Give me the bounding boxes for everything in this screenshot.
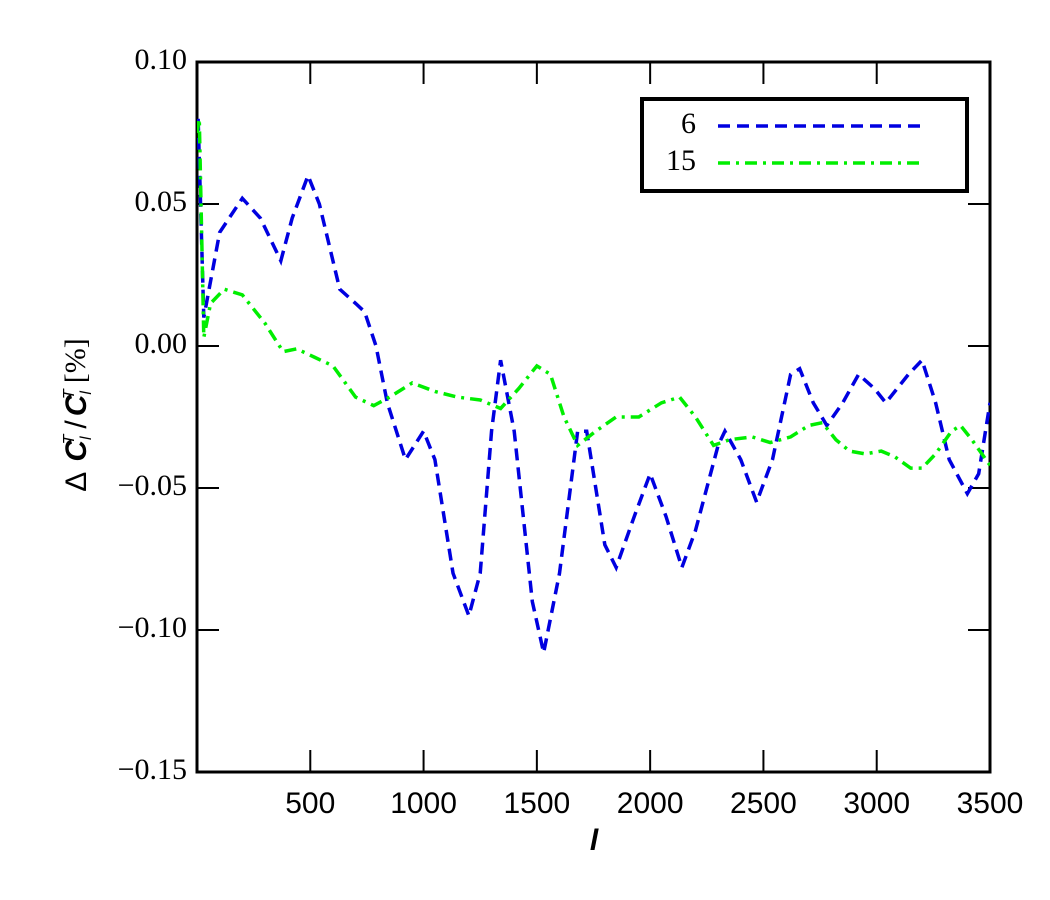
plot-frame <box>195 60 992 774</box>
y-axis-label-part: C <box>60 439 93 462</box>
y-axis-label-part: l <box>78 391 95 395</box>
y-tick-label: −0.15 <box>118 753 187 786</box>
y-tick-label: 0.05 <box>135 185 188 218</box>
y-axis-label-part: Δ <box>60 472 93 492</box>
series-line <box>197 118 990 654</box>
y-axis-label-part: T <box>61 388 78 399</box>
x-tick-label: 3500 <box>957 787 1024 820</box>
x-axis-label: l <box>590 824 599 857</box>
y-axis-label: ΔClT/ClT[%] <box>59 338 95 491</box>
x-tick-label: 1000 <box>390 787 457 820</box>
x-tick-label: 2000 <box>617 787 684 820</box>
x-tick-label: 1500 <box>503 787 570 820</box>
y-tick-label: 0.00 <box>135 327 188 360</box>
x-tick-label: 2500 <box>730 787 797 820</box>
legend-box <box>640 97 969 193</box>
y-tick-label: −0.10 <box>118 611 187 644</box>
y-tick-label: −0.05 <box>118 469 187 502</box>
series-line <box>197 118 990 470</box>
y-axis-label-part: T <box>61 433 78 444</box>
legend-label: 6 <box>681 107 696 140</box>
y-axis-label-part: / <box>60 420 93 429</box>
x-tick-label: 500 <box>285 787 335 820</box>
legend-label: 15 <box>666 144 696 177</box>
y-axis-label-part: l <box>78 436 95 440</box>
y-tick-label: 0.10 <box>135 43 188 76</box>
y-axis-label-part: C <box>60 393 93 416</box>
y-axis-label-part: [%] <box>59 338 92 383</box>
x-tick-label: 3000 <box>843 787 910 820</box>
